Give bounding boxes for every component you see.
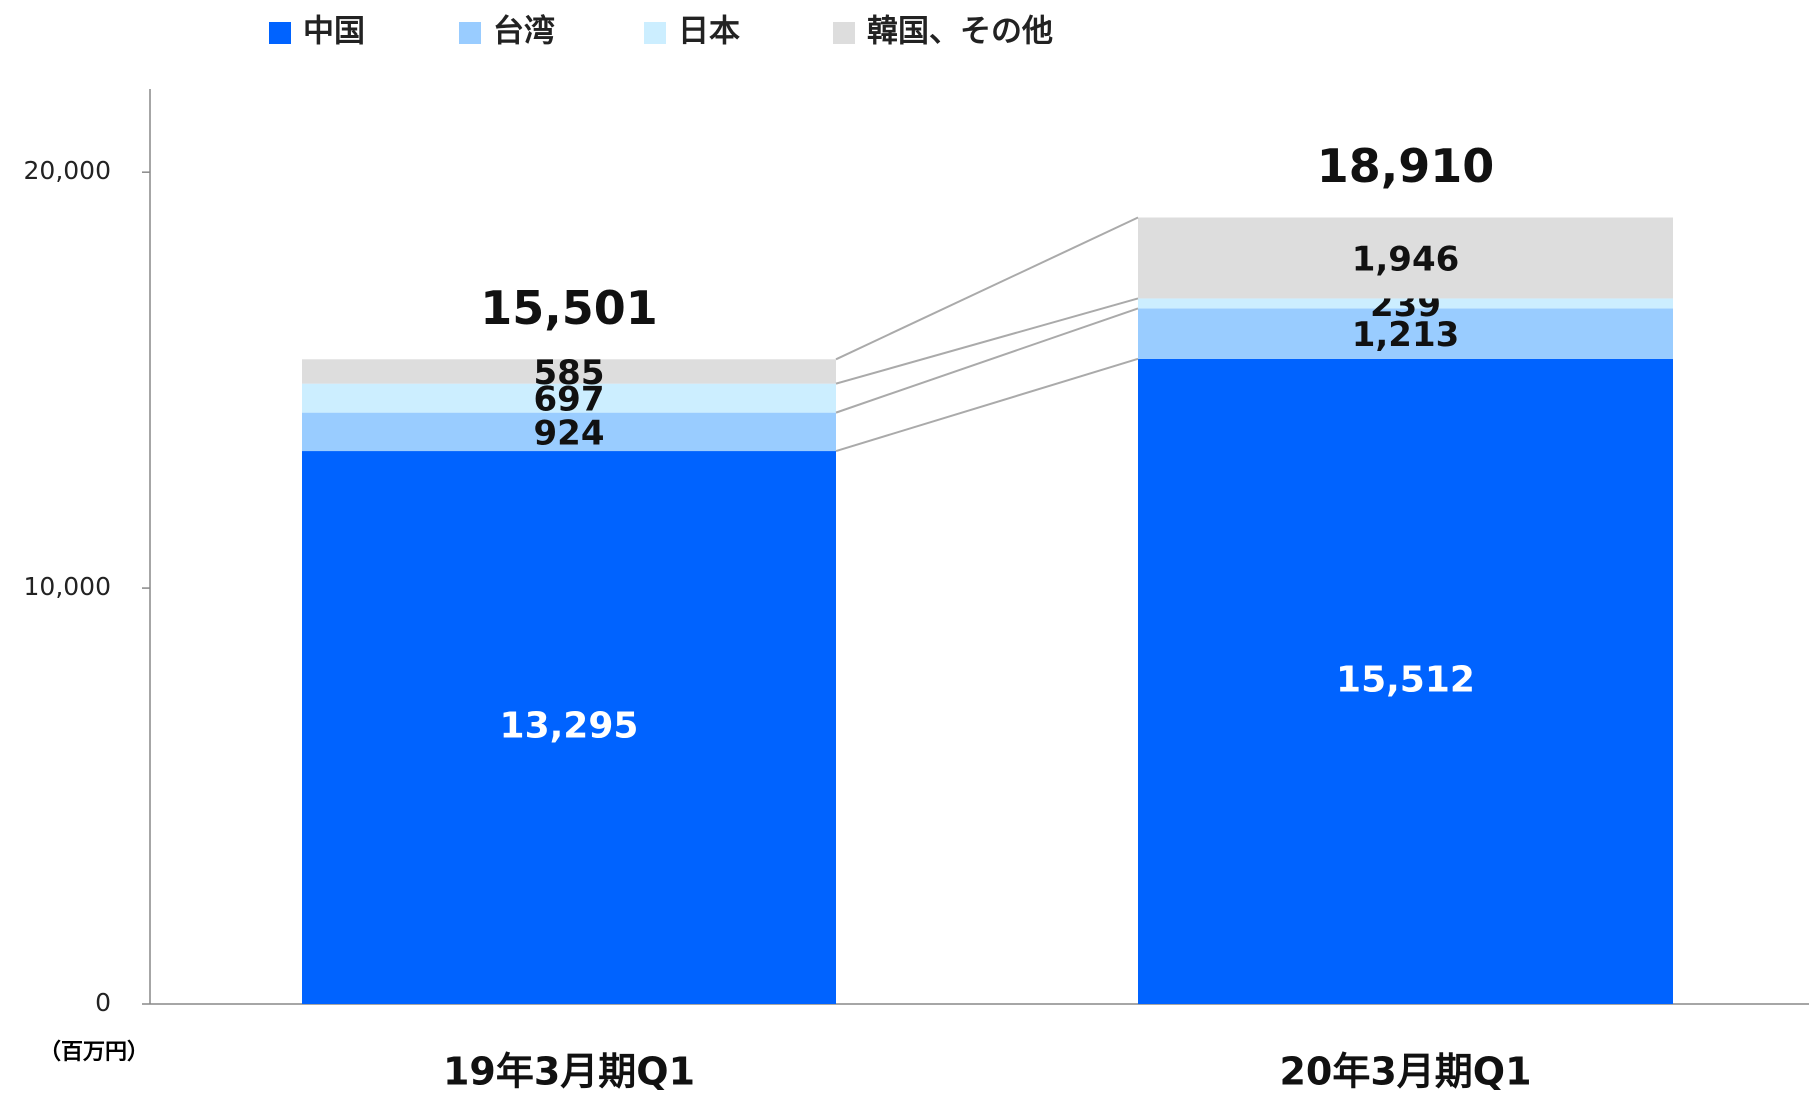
connector <box>835 297 1139 385</box>
legend-label: 中国 <box>303 14 365 50</box>
data-label: 1,213 <box>1352 315 1460 355</box>
data-label: 585 <box>534 353 605 393</box>
data-label: 13,295 <box>500 706 639 747</box>
data-label: 697 <box>534 380 605 420</box>
data-label: 924 <box>534 413 605 453</box>
bar-segment <box>1138 217 1673 299</box>
legend-swatch <box>459 22 481 44</box>
data-label: 15,512 <box>1336 659 1475 700</box>
total-label: 15,501 <box>480 281 658 335</box>
bar-segment <box>302 359 836 384</box>
bar-segment <box>1138 298 1673 309</box>
y-tick-label: 0 <box>95 988 111 1017</box>
connector <box>835 216 1139 361</box>
y-tick-label: 20,000 <box>24 156 111 185</box>
bar-segment <box>302 383 836 413</box>
connector <box>835 307 1139 414</box>
bar-segment <box>302 412 836 452</box>
legend-label: 日本 <box>678 14 740 50</box>
legend-swatch <box>644 22 666 44</box>
data-label: 1,946 <box>1352 239 1460 279</box>
legend-swatch <box>833 22 855 44</box>
total-label: 18,910 <box>1317 139 1495 193</box>
bar-segment <box>1138 358 1673 1005</box>
legend-label: 台湾 <box>493 14 555 50</box>
bar-segment <box>1138 308 1673 359</box>
y-tick-label: 10,000 <box>24 572 111 601</box>
x-tick-label: 19年3月期Q1 <box>443 1050 695 1094</box>
connector <box>835 357 1139 453</box>
y-unit-label: （百万円） <box>39 1040 149 1065</box>
bar-segment <box>302 451 836 1005</box>
legend-label: 韓国、その他 <box>867 14 1053 50</box>
legend-swatch <box>269 22 291 44</box>
x-tick-label: 20年3月期Q1 <box>1279 1050 1531 1094</box>
